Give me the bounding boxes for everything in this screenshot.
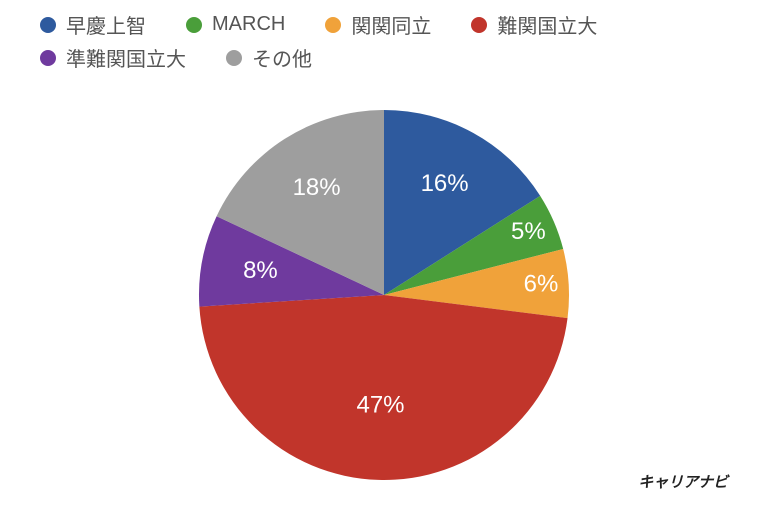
- legend-label: その他: [252, 43, 312, 72]
- legend-item: 関関同立: [325, 10, 431, 39]
- legend-swatch: [325, 17, 341, 33]
- attribution-text: キャリアナビ: [638, 471, 728, 492]
- slice-percent-label: 6%: [524, 270, 559, 297]
- pie-chart: 16% 5% 6% 47% 8% 18%: [0, 80, 768, 500]
- slice-percent-label: 16%: [421, 170, 469, 197]
- slice-percent-label: 18%: [293, 174, 341, 201]
- slice-percent-label: 47%: [356, 391, 404, 418]
- slice-percent-label: 8%: [243, 257, 278, 284]
- legend-item: 早慶上智: [40, 10, 146, 39]
- legend-swatch: [40, 50, 56, 66]
- legend-swatch: [40, 17, 56, 33]
- pie-slice: [199, 295, 567, 480]
- legend-label: 関関同立: [351, 10, 431, 39]
- legend-item: 準難関国立大: [40, 43, 186, 72]
- legend-item: MARCH: [186, 10, 285, 39]
- legend-label: 難関国立大: [497, 10, 597, 39]
- slice-percent-label: 5%: [511, 218, 546, 245]
- legend-label: 早慶上智: [66, 10, 146, 39]
- legend-label: MARCH: [212, 13, 285, 36]
- legend: 早慶上智 MARCH 関関同立 難関国立大準難関国立大 その他: [40, 10, 640, 76]
- legend-swatch: [226, 50, 242, 66]
- legend-swatch: [186, 17, 202, 33]
- legend-swatch: [471, 17, 487, 33]
- legend-label: 準難関国立大: [66, 43, 186, 72]
- legend-item: その他: [226, 43, 312, 72]
- legend-item: 難関国立大: [471, 10, 597, 39]
